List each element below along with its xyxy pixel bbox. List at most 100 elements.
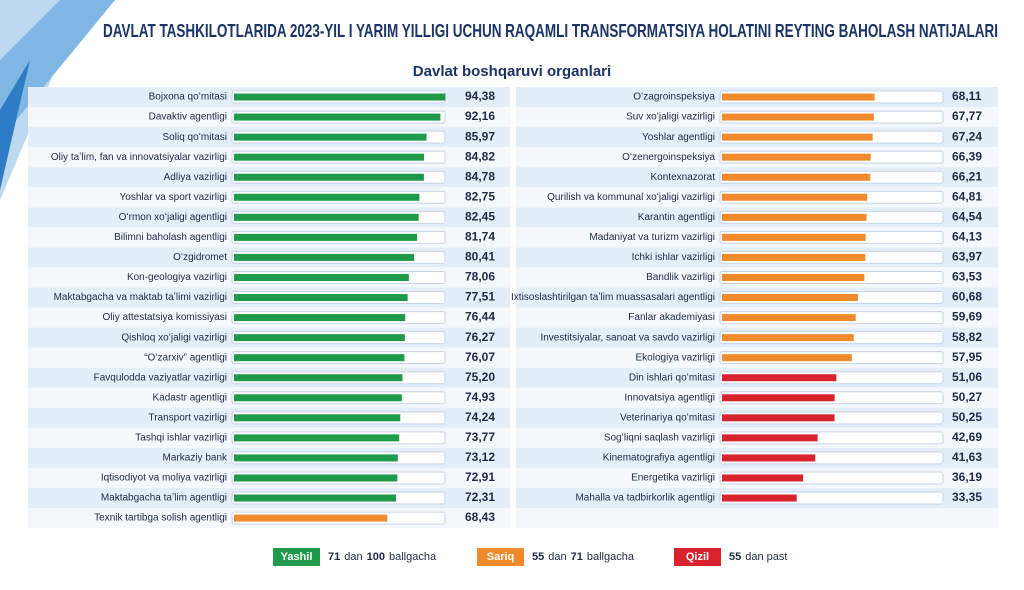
category-label: Maktabgacha taʼlim agentligi — [101, 493, 227, 504]
row-background — [516, 508, 998, 529]
legend-text: 71 dan 100 ballgacha — [328, 551, 437, 563]
bar — [722, 394, 835, 402]
bar — [234, 434, 400, 442]
value-label: 50,27 — [952, 390, 982, 404]
legend-word: dan past — [745, 551, 787, 563]
bar — [722, 454, 816, 462]
category-label: Bandlik vazirligi — [646, 272, 715, 283]
category-label: Adliya vazirligi — [164, 172, 227, 183]
category-label: Davaktiv agentligi — [149, 112, 227, 123]
bar — [722, 474, 804, 482]
value-label: 77,51 — [465, 290, 495, 304]
value-label: 41,63 — [952, 450, 982, 464]
bar — [722, 314, 856, 322]
value-label: 67,77 — [952, 109, 982, 123]
bar — [722, 173, 871, 181]
legend-number: 100 — [367, 551, 385, 563]
bar — [722, 153, 871, 161]
value-label: 42,69 — [952, 430, 982, 444]
legend-number: 55 — [729, 551, 741, 563]
category-label: Oliy taʼlim, fan va innovatsiyalar vazir… — [51, 152, 227, 163]
value-label: 51,06 — [952, 370, 982, 384]
category-label: Din ishlari qoʻmitasi — [629, 371, 715, 383]
category-label: Kinematografiya agentligi — [603, 453, 715, 464]
value-label: 72,91 — [465, 470, 495, 484]
category-label: Iqtisodiyot va moliya vazirligi — [101, 473, 227, 484]
value-label: 81,74 — [465, 230, 495, 244]
bar — [234, 394, 402, 402]
value-label: 63,97 — [952, 250, 982, 264]
value-label: 74,93 — [465, 390, 495, 404]
bar — [234, 354, 405, 362]
bar — [234, 133, 427, 141]
category-label: Yoshlar agentligi — [642, 132, 715, 143]
category-label: Qishloq xoʻjaligi vazirligi — [121, 331, 227, 343]
bar — [234, 474, 398, 482]
bar — [722, 294, 858, 302]
bar — [722, 273, 865, 281]
value-label: 67,24 — [952, 129, 982, 143]
bar — [234, 294, 408, 302]
category-label: Markaziy bank — [163, 453, 228, 464]
category-label: Sogʻliqni saqlash vazirligi — [604, 432, 715, 444]
category-label: Oʻrmon xoʻjaligi agentligi — [119, 211, 227, 223]
category-label: Oliy attestatsiya komissiyasi — [103, 312, 227, 323]
bar — [234, 253, 415, 261]
bar — [722, 374, 837, 382]
value-label: 58,82 — [952, 330, 982, 344]
value-label: 76,44 — [465, 310, 495, 324]
value-label: 66,21 — [952, 169, 982, 183]
value-label: 60,68 — [952, 290, 982, 304]
category-label: Madaniyat va turizm vazirligi — [589, 232, 715, 243]
legend-swatch — [273, 548, 320, 566]
category-label: Oʻzagroinspeksiya — [633, 91, 715, 103]
value-label: 76,27 — [465, 330, 495, 344]
legend-text: 55 dan 71 ballgacha — [532, 551, 635, 563]
category-label: Transport vazirligi — [148, 412, 227, 423]
value-label: 94,38 — [465, 89, 495, 103]
subtitle: Davlat boshqaruvi organlari — [413, 63, 611, 80]
bar — [234, 374, 403, 382]
bar — [722, 233, 866, 241]
legend-text: 55 dan past — [729, 551, 787, 563]
category-label: Bilimni baholash agentligi — [114, 232, 227, 243]
bar — [722, 113, 874, 121]
value-label: 72,31 — [465, 490, 495, 504]
value-label: 64,81 — [952, 189, 982, 203]
legend-word: dan — [548, 551, 566, 563]
bar — [234, 153, 424, 161]
legend-label: Sariq — [487, 551, 515, 563]
decor — [0, 60, 30, 190]
bar — [234, 213, 419, 221]
legend-swatch — [477, 548, 524, 566]
category-label: Mahalla va tadbirkorlik agentligi — [575, 493, 715, 504]
value-label: 84,82 — [465, 149, 495, 163]
value-label: 63,53 — [952, 270, 982, 284]
category-label: Fanlar akademiyasi — [628, 312, 715, 323]
category-label: Maktabgacha va maktab taʼlimi vazirligi — [54, 292, 227, 303]
bar — [722, 414, 835, 422]
category-label: Suv xoʻjaligi vazirligi — [626, 111, 715, 123]
value-label: 82,75 — [465, 189, 495, 203]
bar — [234, 193, 420, 201]
bar — [234, 93, 446, 101]
category-label: Oʻzgidromet — [173, 251, 227, 263]
value-label: 57,95 — [952, 350, 982, 364]
value-label: 64,13 — [952, 230, 982, 244]
bar — [234, 314, 406, 322]
legend-swatch — [674, 548, 721, 566]
legend-label: Qizil — [686, 551, 709, 563]
category-label: Qurilish va kommunal xoʻjaligi vazirligi — [547, 191, 715, 203]
bar — [722, 494, 797, 502]
bar — [722, 334, 854, 342]
bar — [722, 93, 875, 101]
category-label: Bojxona qoʻmitasi — [149, 91, 227, 103]
value-label: 33,35 — [952, 490, 982, 504]
bar — [234, 414, 401, 422]
legend-word: ballgacha — [389, 551, 437, 563]
legend-number: 71 — [328, 551, 340, 563]
category-label: “Oʻzarxiv” agentligi — [144, 351, 227, 363]
bar — [722, 213, 867, 221]
bar — [234, 454, 398, 462]
category-label: Veterinariya qoʻmitasi — [620, 411, 715, 423]
